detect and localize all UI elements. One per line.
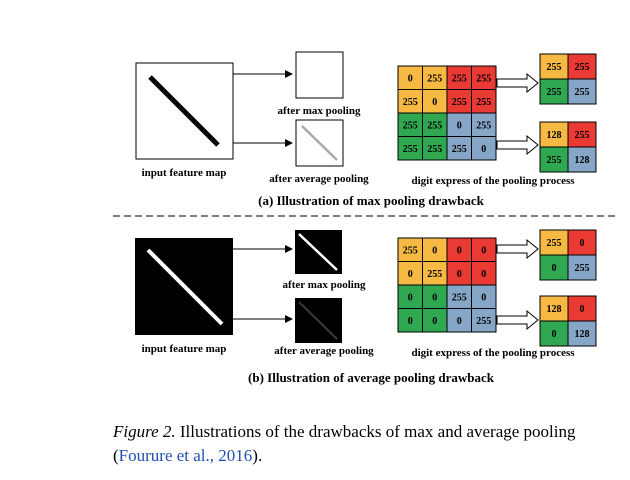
panel-a-title: (a) Illustration of max pooling drawback [258,193,484,208]
grid-b-value: 255 [452,292,467,303]
max-out-b-value: 255 [575,263,590,274]
grid-a-cell [471,136,497,161]
grid-b-cell [471,308,497,333]
grid-b-value: 255 [427,269,442,280]
avg-gray-line-a [301,125,338,161]
max-out-a-cell [539,78,569,105]
grid-b-value: 0 [481,245,486,256]
grid-a-value: 255 [427,73,442,84]
grid-b-value: 0 [481,292,486,303]
grid-a-value: 255 [403,144,418,155]
avg-out-b-value: 0 [552,329,557,340]
avg-out-b-value: 128 [547,304,562,315]
caption-citation-link[interactable]: Fourure et al., 2016 [118,446,253,465]
hollow-arrow-max-b [496,238,539,260]
max-white-line-b [298,233,338,271]
max-label-b: after max pooling [283,279,366,291]
max-pool-result-b: 255 0 0 255 [539,229,597,281]
hollow-arrow-avg-b [496,309,539,331]
max-out-a-cell [567,78,597,105]
digit-label-b: digit express of the pooling process [411,347,575,359]
avg-out-b-value: 0 [580,304,585,315]
caption-end: ). [252,446,263,465]
max-out-b-value: 255 [547,238,562,249]
grid-a-value: 255 [476,73,491,84]
avg-pool-result-a: 128 255 255 128 [539,121,597,173]
avg-dark-line-b [298,301,338,340]
max-out-a-value: 255 [575,87,590,98]
grid-b-value: 0 [457,269,462,280]
grid-b-value: 0 [432,292,437,303]
grid-b-value: 0 [432,316,437,327]
avg-out-a-cell [539,146,569,173]
max-out-a-value: 255 [547,87,562,98]
avg-label-a: after average pooling [269,173,369,185]
grid-b-value: 0 [408,316,413,327]
max-out-a-value: 255 [575,62,590,73]
grid-a-value: 255 [452,73,467,84]
max-label-a: after max pooling [278,105,361,117]
grid-a-value: 255 [427,120,442,131]
panel-b-title: (b) Illustration of average pooling draw… [248,370,495,385]
pooling-grid-b: 255 0 0 0 0 255 0 0 0 0 255 0 0 0 0 255 [397,237,497,333]
grid-a-value: 255 [452,144,467,155]
avg-out-a-value: 128 [575,155,590,166]
caption-text: Illustrations of the drawbacks of max an… [113,422,576,465]
avg-out-a-value: 128 [547,130,562,141]
avg-out-a-value: 255 [547,155,562,166]
grid-b-value: 0 [432,245,437,256]
max-out-b-cell [567,254,597,281]
max-pool-result-a: 255 255 255 255 [539,53,597,105]
grid-b-value: 0 [481,269,486,280]
avg-out-b-cell [567,320,597,347]
input-label-a: input feature map [142,167,227,179]
avg-out-a-cell [539,121,569,148]
grid-b-value: 0 [408,292,413,303]
panel-a: after max pooling after average pooling … [135,51,597,208]
grid-b-value: 0 [457,316,462,327]
max-out-b-value: 0 [580,238,585,249]
max-output-a [295,51,344,99]
grid-a-value: 255 [452,97,467,108]
avg-out-b-cell [539,295,569,322]
avg-out-a-cell [567,121,597,148]
avg-out-a-cell [567,146,597,173]
figure-caption: Figure 2. Illustrations of the drawbacks… [113,420,625,468]
grid-a-value: 0 [457,120,462,131]
avg-out-a-value: 255 [575,130,590,141]
input-label-b: input feature map [142,343,227,355]
panel-b: after max pooling after average pooling … [135,229,597,385]
figure-illustration: after max pooling after average pooling … [113,51,617,385]
max-out-b-cell [567,229,597,256]
pooling-grid-a: 0 255 255 255 255 0 255 255 255 255 0 255 255 255 255 0 [397,65,497,161]
max-out-a-cell [567,53,597,80]
grid-b-value: 255 [476,316,491,327]
grid-b-value: 255 [403,245,418,256]
grid-a-value: 0 [408,73,413,84]
avg-out-b-value: 128 [575,329,590,340]
max-out-b-cell [539,254,569,281]
max-out-a-value: 255 [547,62,562,73]
grid-a-value: 255 [403,97,418,108]
digit-label-a: digit express of the pooling process [411,175,575,187]
diagonal-line-a [148,75,220,147]
grid-a-value: 255 [403,120,418,131]
avg-pool-result-b: 128 0 0 128 [539,295,597,347]
grid-b-value: 0 [457,245,462,256]
grid-a-value: 255 [427,144,442,155]
diagonal-line-b [146,248,224,326]
grid-a-value: 255 [476,97,491,108]
grid-a-value: 0 [481,144,486,155]
grid-a-value: 255 [476,120,491,131]
grid-b-value: 0 [408,269,413,280]
hollow-arrow-avg-a [496,134,539,156]
avg-label-b: after average pooling [274,345,374,357]
max-out-b-value: 0 [552,263,557,274]
grid-a-value: 0 [432,97,437,108]
hollow-arrow-max-a [496,72,539,94]
caption-label: Figure 2. [113,422,176,441]
